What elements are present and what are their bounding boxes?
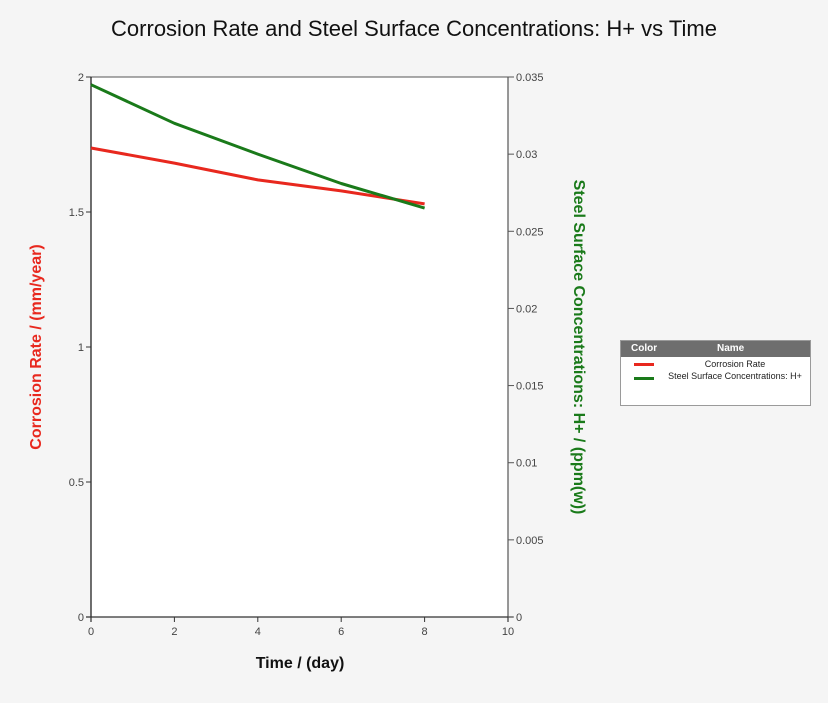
- x-tick-label: 8: [422, 626, 428, 638]
- y2-tick-label: 0.035: [516, 72, 544, 84]
- y2-tick-label: 0.025: [516, 226, 544, 238]
- legend-item: Steel Surface Concentrations: H+: [621, 369, 810, 399]
- y-tick-label: 2: [78, 72, 84, 84]
- legend-swatch-h-plus: [634, 377, 654, 380]
- y-axis-right-label: Steel Surface Concentrations: H+ / (ppm(…: [570, 179, 587, 515]
- legend-label: Steel Surface Concentrations: H+: [668, 371, 802, 381]
- x-tick-label: 0: [88, 626, 94, 638]
- legend: Color Name Corrosion Rate Steel Surface …: [620, 340, 811, 406]
- y2-tick-label: 0.015: [516, 381, 544, 393]
- chart-title: Corrosion Rate and Steel Surface Concent…: [111, 16, 717, 41]
- legend-label: Corrosion Rate: [704, 359, 766, 369]
- x-tick-label: 4: [255, 626, 261, 638]
- y-axis-left-label: Corrosion Rate / (mm/year): [28, 244, 45, 450]
- x-tick-label: 2: [171, 626, 177, 638]
- y-tick-label: 1.5: [69, 207, 84, 219]
- plot-area: [91, 77, 508, 617]
- y-tick-label: 0: [78, 612, 84, 624]
- legend-swatch-corrosion-rate: [634, 363, 654, 366]
- y2-tick-label: 0: [516, 612, 522, 624]
- legend-header-color: Color: [631, 343, 658, 354]
- legend-header-name: Name: [717, 343, 745, 354]
- y-tick-label: 1: [78, 342, 84, 354]
- x-tick-label: 10: [502, 626, 514, 638]
- y2-tick-label: 0.02: [516, 303, 537, 315]
- legend-item: Corrosion Rate: [621, 357, 810, 369]
- x-tick-label: 6: [338, 626, 344, 638]
- y2-tick-label: 0.005: [516, 535, 544, 547]
- y-tick-label: 0.5: [69, 477, 84, 489]
- legend-header: Color Name: [621, 341, 810, 357]
- y2-tick-label: 0.01: [516, 458, 537, 470]
- y2-tick-label: 0.03: [516, 149, 537, 161]
- x-axis-label: Time / (day): [255, 655, 345, 672]
